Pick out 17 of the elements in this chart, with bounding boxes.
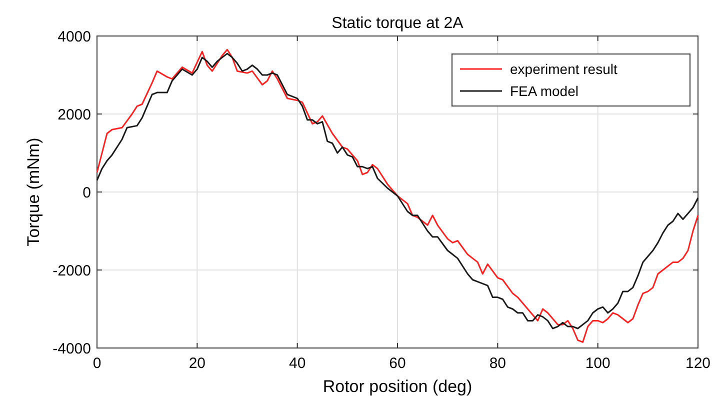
y-tick-label: -4000 [52,340,91,358]
x-tick-label: 120 [685,355,711,372]
y-axis-title: Torque (mNm) [24,138,43,246]
x-tick-label: 40 [288,355,306,372]
x-tick-label: 0 [92,355,102,372]
y-tick-label: 2000 [58,106,91,124]
x-tick-label: 80 [489,355,506,372]
x-axis-title: Rotor position (deg) [322,377,472,396]
y-tick-label: 4000 [58,28,91,46]
legend-label: experiment result [510,60,618,77]
y-tick-label: 0 [82,184,91,202]
x-tick-label: 60 [389,355,406,372]
legend-label: FEA model [510,82,578,99]
y-tick-label: -2000 [52,262,91,280]
chart-title: Static torque at 2A [332,15,464,32]
x-tick-label: 100 [585,355,610,372]
x-tick-label: 20 [188,355,206,372]
